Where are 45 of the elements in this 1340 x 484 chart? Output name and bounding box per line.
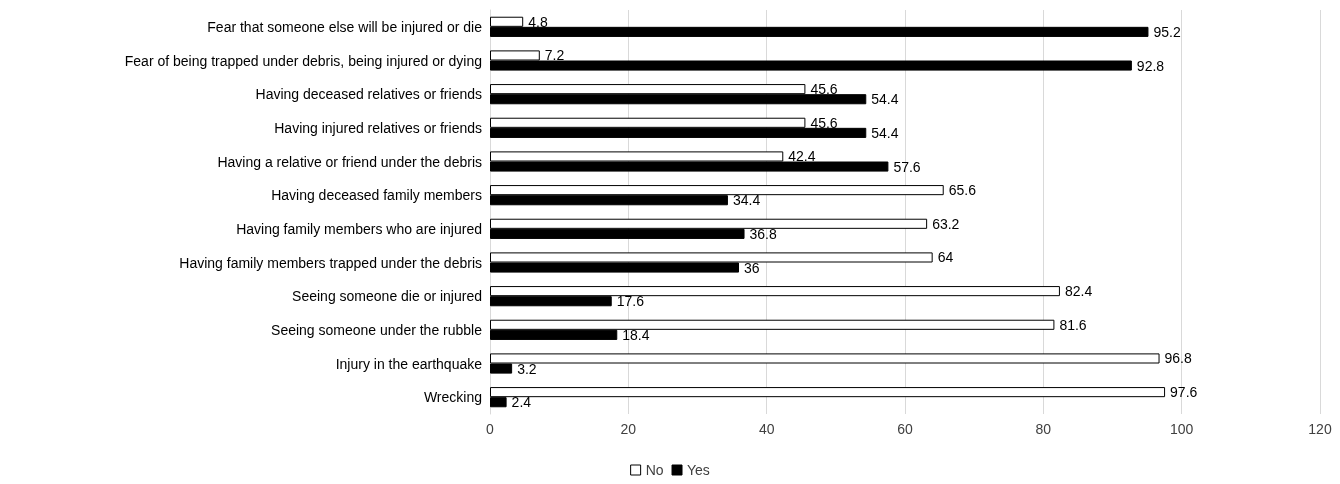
data-label: 2.4: [511, 394, 532, 411]
legend-label: Yes: [687, 462, 710, 478]
y-tick-label: Wrecking: [423, 389, 482, 406]
data-label: 18.4: [622, 326, 650, 343]
data-label: 65.6: [948, 182, 977, 199]
data-label: 82.4: [1064, 283, 1093, 300]
x-tick-label: 20: [620, 421, 637, 437]
data-label: 81.6: [1059, 316, 1087, 333]
data-label: 64: [937, 249, 954, 266]
data-label: 36: [744, 259, 760, 276]
y-tick-label: Seeing someone die or injured: [292, 288, 482, 305]
data-label: 4.8: [528, 13, 548, 30]
data-label: 17.6: [616, 293, 645, 310]
x-tick-label: 0: [486, 421, 495, 437]
x-tick-label: 60: [897, 421, 913, 437]
data-label: 42.4: [788, 148, 816, 165]
data-label: 7.2: [544, 47, 565, 64]
data-label: 34.4: [732, 192, 761, 209]
y-tick-label: Fear of being trapped under debris, being injured or dying: [124, 52, 482, 69]
data-label: 92.8: [1136, 57, 1165, 74]
y-tick-label: Having deceased family members: [271, 187, 482, 204]
data-label: 54.4: [871, 124, 899, 141]
data-label: 54.4: [871, 91, 899, 108]
x-tick-label: 120: [1308, 421, 1332, 437]
data-label: 63.2: [932, 215, 960, 232]
y-tick-label: Fear that someone else will be injured or die: [207, 18, 483, 35]
data-label: 57.6: [893, 158, 921, 175]
data-label: 45.6: [810, 114, 838, 131]
data-label: 3.2: [517, 360, 537, 377]
x-tick-label: 100: [1169, 421, 1194, 437]
y-tick-label: Having a relative or friend under the debris: [217, 153, 482, 170]
y-tick-label: Having family members who are injured: [236, 220, 482, 237]
data-label: 36.8: [749, 225, 777, 242]
x-tick-label: 80: [1035, 421, 1052, 437]
x-tick-label: 40: [758, 421, 775, 437]
y-tick-label: Having deceased relatives or friends: [255, 86, 482, 103]
data-label: 95.2: [1153, 23, 1181, 40]
y-tick-label: Having injured relatives or friends: [274, 119, 482, 136]
y-tick-label: Seeing someone under the rubble: [271, 321, 483, 338]
data-label: 97.6: [1170, 384, 1198, 401]
y-tick-label: Having family members trapped under the debris: [179, 254, 482, 271]
legend-label: No: [645, 462, 664, 478]
data-label: 96.8: [1164, 350, 1192, 367]
data-label: 45.6: [810, 81, 838, 98]
y-tick-label: Injury in the earthquake: [335, 355, 483, 372]
